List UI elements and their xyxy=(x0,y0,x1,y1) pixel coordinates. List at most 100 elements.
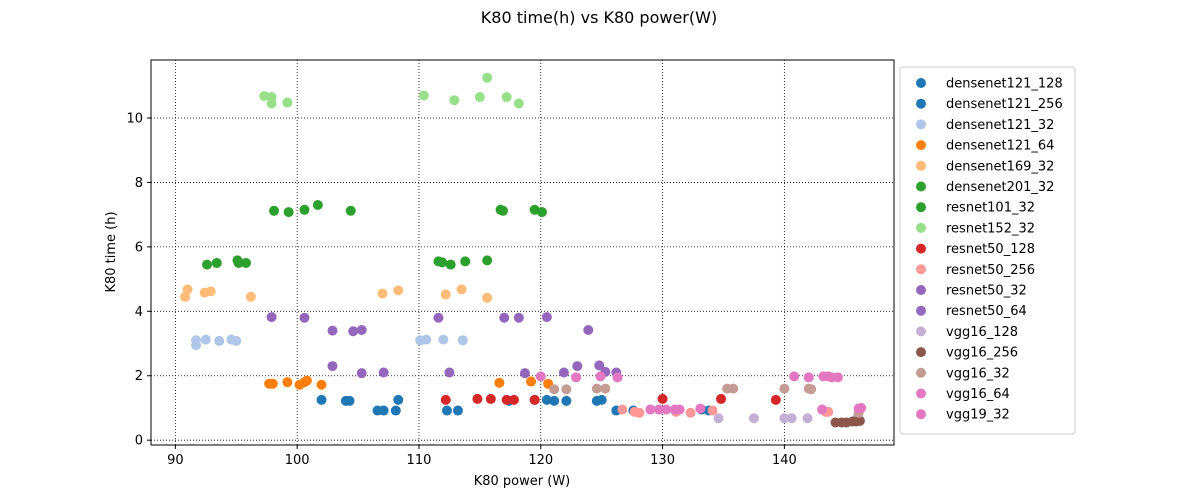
data-point xyxy=(482,72,493,83)
data-point xyxy=(378,367,389,378)
data-point xyxy=(482,292,493,303)
legend-entry-label: resnet152_32 xyxy=(946,221,1035,236)
data-point xyxy=(674,404,685,415)
data-point xyxy=(499,312,510,323)
data-point xyxy=(327,325,338,336)
x-tick-label: 90 xyxy=(167,453,184,468)
legend-marker xyxy=(916,326,926,337)
data-point xyxy=(513,98,524,109)
data-point xyxy=(526,376,537,387)
data-point xyxy=(541,394,552,405)
legend-marker xyxy=(916,409,926,420)
data-point xyxy=(529,394,540,405)
data-point xyxy=(494,377,505,388)
data-point xyxy=(345,205,356,216)
data-point xyxy=(445,259,456,270)
data-point xyxy=(205,286,216,297)
legend-entry-label: densenet121_64 xyxy=(946,139,1054,154)
data-point xyxy=(440,394,451,405)
data-point xyxy=(549,395,560,406)
data-point xyxy=(267,378,278,389)
x-tick-label: 140 xyxy=(772,453,797,468)
data-point xyxy=(440,289,451,300)
data-point xyxy=(441,405,452,416)
data-point xyxy=(449,95,460,106)
data-point xyxy=(612,372,623,383)
data-point xyxy=(474,92,485,103)
data-point xyxy=(583,324,594,335)
data-point xyxy=(832,372,843,383)
data-point xyxy=(595,371,606,382)
data-point xyxy=(558,367,569,378)
axis-ticks: 90 100 110 120 130 140 0 2 4 6 8 10 xyxy=(126,111,796,468)
data-point xyxy=(452,405,463,416)
y-tick-label: 8 xyxy=(135,176,143,191)
data-point xyxy=(748,413,759,424)
data-point xyxy=(393,394,404,405)
x-tick-label: 110 xyxy=(407,453,432,468)
data-points xyxy=(180,72,867,428)
data-point xyxy=(806,384,817,395)
data-point xyxy=(541,312,552,323)
data-point xyxy=(418,90,429,101)
legend-marker xyxy=(916,140,926,151)
data-point xyxy=(472,393,483,404)
data-point xyxy=(561,395,572,406)
data-point xyxy=(241,257,252,268)
legend-entry-label: densenet121_256 xyxy=(946,97,1063,112)
grid-lines xyxy=(151,60,894,445)
legend-marker xyxy=(916,119,926,130)
chart-title: K80 time(h) vs K80 power(W) xyxy=(481,8,717,27)
data-point xyxy=(390,405,401,416)
data-point xyxy=(519,368,530,379)
legend-entry-label: vgg16_32 xyxy=(946,366,1010,381)
data-point xyxy=(653,404,664,415)
data-point xyxy=(191,335,202,346)
data-point xyxy=(356,368,367,379)
legend-entry-label: densenet201_32 xyxy=(946,180,1054,195)
data-point xyxy=(713,413,724,424)
legend-marker xyxy=(916,181,926,192)
data-point xyxy=(211,257,222,268)
data-point xyxy=(803,372,814,383)
data-point xyxy=(645,404,656,415)
y-tick-label: 6 xyxy=(135,240,143,255)
x-tick-label: 100 xyxy=(285,453,310,468)
data-point xyxy=(498,205,509,216)
y-axis-label: K80 time (h) xyxy=(104,211,119,292)
data-point xyxy=(617,404,628,415)
data-point xyxy=(779,413,790,424)
data-point xyxy=(561,384,572,395)
data-point xyxy=(728,383,739,394)
y-tick-label: 10 xyxy=(126,111,143,126)
plot-area xyxy=(150,59,895,446)
data-point xyxy=(312,199,323,210)
data-point xyxy=(421,334,432,345)
data-point xyxy=(266,312,277,323)
data-point xyxy=(316,394,327,405)
data-point xyxy=(327,361,338,372)
legend-entry-label: resnet50_32 xyxy=(946,284,1027,299)
data-point xyxy=(299,204,310,215)
data-point xyxy=(513,312,524,323)
data-point xyxy=(661,404,672,415)
data-point xyxy=(202,259,213,270)
data-point xyxy=(438,334,449,345)
data-point xyxy=(685,407,696,418)
legend-entry-label: vgg16_256 xyxy=(946,346,1018,361)
data-point xyxy=(393,285,404,296)
legend-entry-label: vgg16_64 xyxy=(946,387,1010,402)
legend-marker xyxy=(916,222,926,233)
data-point xyxy=(301,375,312,386)
data-point xyxy=(856,402,867,413)
data-point xyxy=(433,312,444,323)
data-point xyxy=(596,394,607,405)
y-tick-label: 4 xyxy=(135,305,143,320)
legend-marker xyxy=(916,160,926,171)
legend-marker xyxy=(916,285,926,295)
legend-marker xyxy=(916,202,926,213)
data-point xyxy=(269,205,280,216)
data-point xyxy=(378,405,389,416)
data-point xyxy=(457,335,468,346)
data-point xyxy=(501,92,512,103)
